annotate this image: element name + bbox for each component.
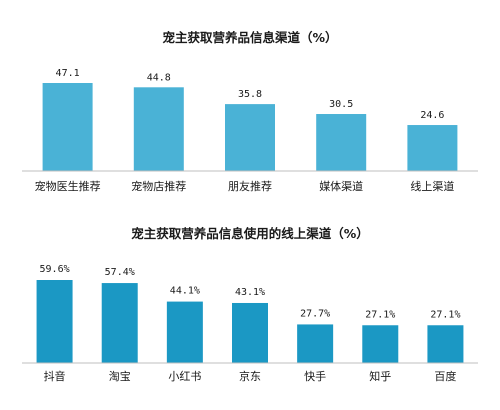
- chart-1-category-label-4: 媒体渠道: [319, 179, 363, 193]
- chart-1-value-label-4: 30.5: [329, 99, 353, 110]
- chart-info-channels: 宠主获取营养品信息渠道（%） 47.1 44.8 35.8 30.5 24.6 宠物医生…: [22, 30, 478, 193]
- chart-2-bar-4: [232, 302, 268, 363]
- chart-1-title: 宠主获取营养品信息渠道（%）: [162, 30, 337, 45]
- chart-2-bar-7: [427, 325, 464, 363]
- chart-2-category-label-4: 京东: [239, 369, 261, 383]
- chart-2-category-label-7: 百度: [434, 369, 456, 383]
- chart-2-value-label-4: 43.1%: [235, 287, 265, 298]
- chart-1-bar-1: [42, 83, 93, 171]
- chart-2-value-label-5: 27.7%: [300, 308, 330, 319]
- chart-2-bar-2: [101, 283, 138, 363]
- chart-2-title: 宠主获取营养品信息使用的线上渠道（%）: [131, 226, 369, 241]
- chart-1-bar-2: [133, 87, 184, 171]
- chart-2-category-label-6: 知乎: [369, 369, 391, 383]
- chart-2-value-label-6: 27.1%: [365, 309, 395, 320]
- chart-1-category-label-5: 线上渠道: [410, 179, 454, 193]
- chart-2-category-label-1: 抖音: [44, 369, 66, 383]
- chart-2-bar-1: [36, 280, 73, 363]
- chart-1-bar-3: [225, 104, 275, 171]
- chart-2-bar-5: [297, 324, 334, 363]
- chart-2-bar-3: [166, 301, 203, 363]
- chart-1-category-label-3: 朋友推荐: [228, 179, 272, 193]
- chart-1-category-labels: 宠物医生推荐 宠物店推荐 朋友推荐 媒体渠道 线上渠道: [35, 179, 455, 193]
- chart-2-value-label-7: 27.1%: [430, 309, 460, 320]
- chart-1-bar-4: [316, 114, 367, 171]
- chart-1-category-label-1: 宠物医生推荐: [35, 179, 101, 193]
- chart-1-value-label-1: 47.1: [56, 68, 80, 79]
- chart-2-category-label-5: 快手: [304, 369, 326, 383]
- chart-1-bar-5: [407, 125, 458, 171]
- chart-2-value-label-2: 57.4%: [105, 267, 135, 278]
- chart-2-category-label-3: 小红书: [168, 370, 201, 383]
- chart-1-category-label-2: 宠物店推荐: [131, 179, 186, 193]
- chart-2-value-label-3: 44.1%: [170, 286, 200, 297]
- chart-2-bar-6: [362, 325, 399, 363]
- chart-1-bars: [42, 83, 458, 171]
- chart-1-value-label-3: 35.8: [238, 89, 262, 100]
- chart-online-channels: 宠主获取营养品信息使用的线上渠道（%） 59.6% 57.4% 44.1% 43.1%…: [22, 226, 478, 383]
- chart-2-bars: [36, 280, 464, 363]
- chart-2-value-labels: 59.6% 57.4% 44.1% 43.1% 27.7% 27.1% 27.1%: [40, 264, 461, 320]
- chart-1-value-labels: 47.1 44.8 35.8 30.5 24.6: [56, 68, 445, 121]
- chart-1-value-label-5: 24.6: [420, 110, 444, 121]
- chart-1-value-label-2: 44.8: [147, 72, 171, 83]
- chart-2-category-label-2: 淘宝: [109, 369, 131, 383]
- chart-2-category-labels: 抖音 淘宝 小红书 京东 快手 知乎 百度: [44, 369, 457, 383]
- chart-2-value-label-1: 59.6%: [40, 264, 70, 275]
